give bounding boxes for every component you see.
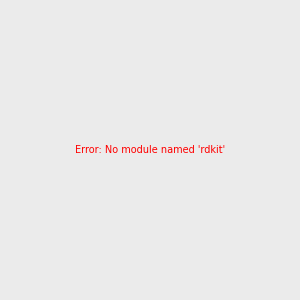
Text: Error: No module named 'rdkit': Error: No module named 'rdkit' [75,145,225,155]
